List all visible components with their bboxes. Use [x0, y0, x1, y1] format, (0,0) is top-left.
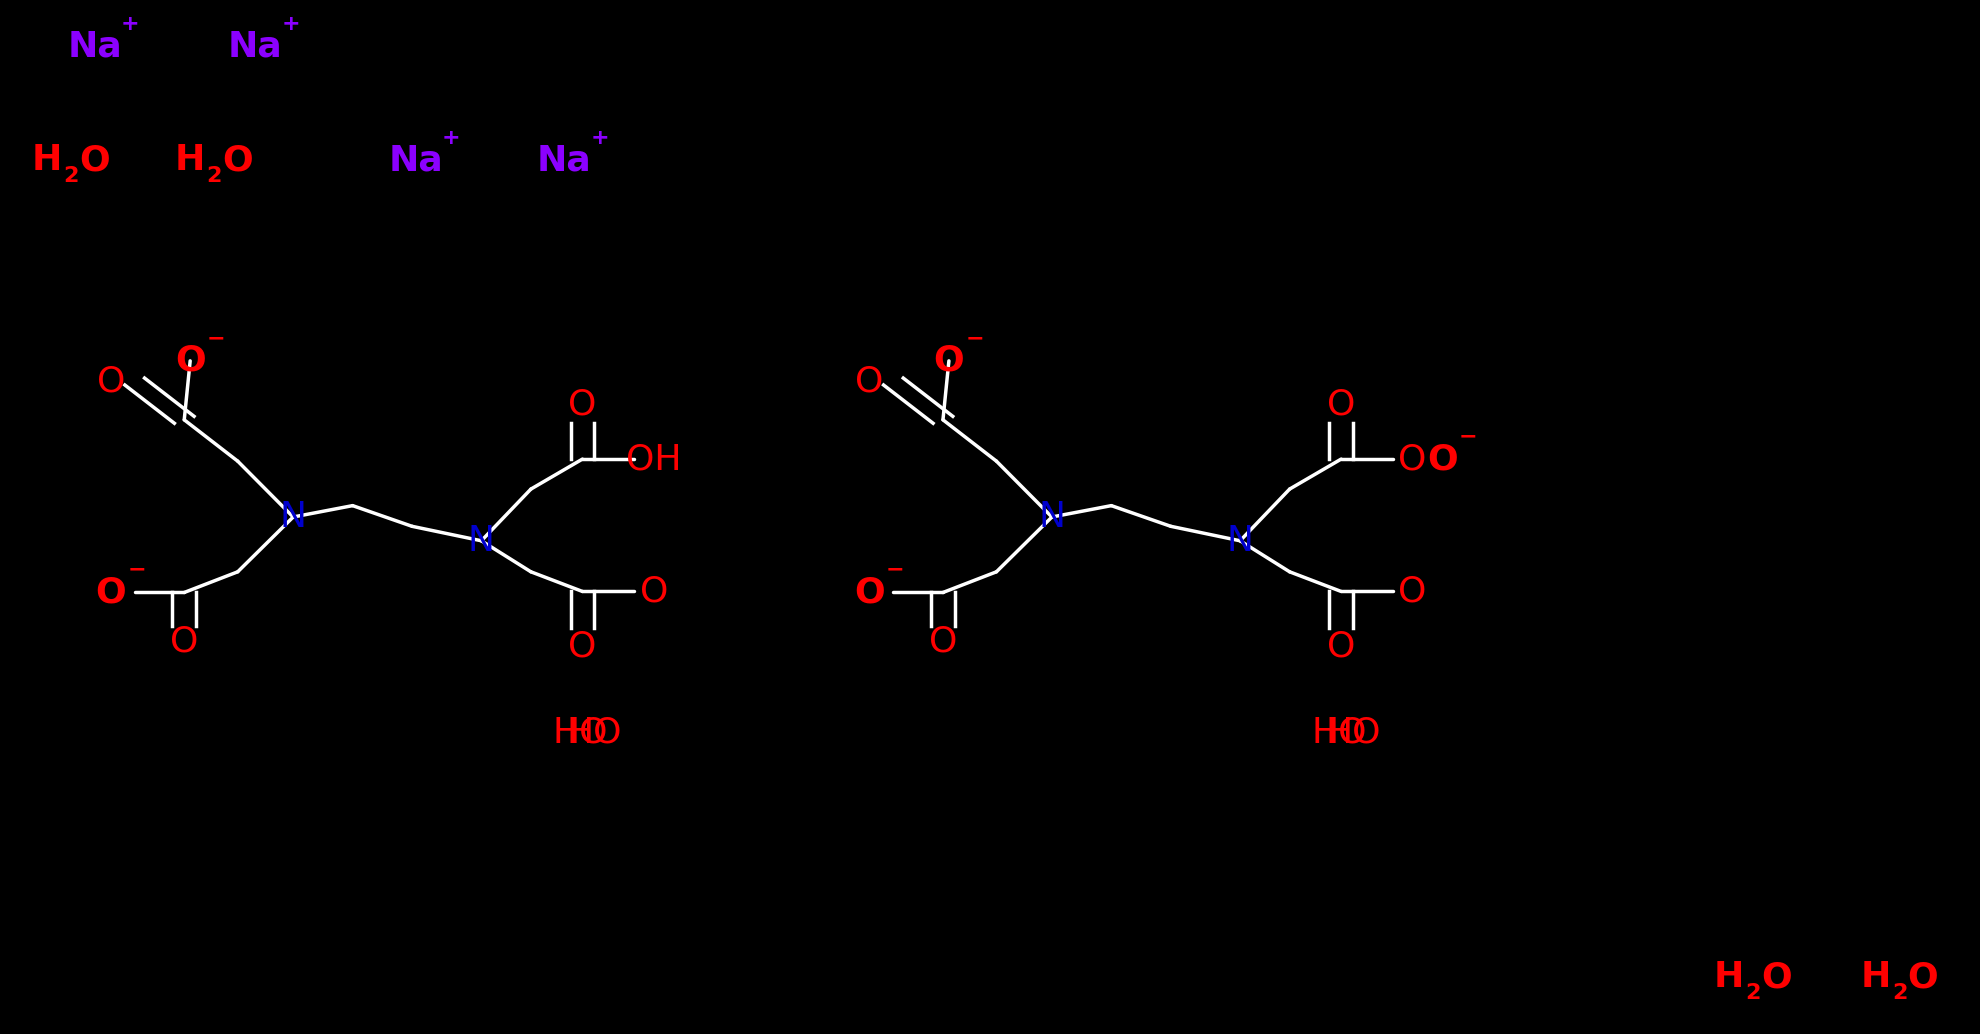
Text: −: −: [206, 328, 226, 348]
Text: O: O: [222, 144, 253, 177]
Text: O: O: [1426, 443, 1457, 476]
Text: HO: HO: [1311, 716, 1366, 749]
Text: O: O: [929, 625, 956, 658]
Text: O: O: [1907, 961, 1938, 994]
Text: OH: OH: [626, 443, 681, 476]
Text: N: N: [279, 500, 307, 534]
Text: O: O: [853, 576, 885, 609]
Text: O: O: [933, 344, 964, 377]
Text: −: −: [1457, 426, 1477, 447]
Text: +: +: [590, 127, 608, 148]
Text: N: N: [467, 524, 495, 557]
Text: H: H: [174, 144, 204, 177]
Text: O: O: [1327, 630, 1354, 663]
Text: O: O: [95, 576, 127, 609]
Text: −: −: [964, 328, 984, 348]
Text: N: N: [1226, 524, 1253, 557]
Text: O: O: [170, 625, 198, 658]
Text: Na: Na: [388, 144, 444, 177]
Text: O: O: [855, 365, 883, 398]
Text: O: O: [1398, 575, 1426, 608]
Text: +: +: [281, 13, 299, 34]
Text: −: −: [127, 559, 147, 580]
Text: Na: Na: [537, 144, 592, 177]
Text: −: −: [885, 559, 905, 580]
Text: H: H: [1713, 961, 1742, 994]
Text: O: O: [174, 344, 206, 377]
Text: N: N: [1038, 500, 1065, 534]
Text: +: +: [121, 13, 139, 34]
Text: HO: HO: [566, 716, 622, 749]
Text: Na: Na: [228, 30, 283, 63]
Text: O: O: [79, 144, 111, 177]
Text: Na: Na: [67, 30, 123, 63]
Text: H: H: [1859, 961, 1889, 994]
Text: HO: HO: [1325, 716, 1380, 749]
Text: +: +: [442, 127, 459, 148]
Text: 2: 2: [1744, 982, 1760, 1003]
Text: O: O: [97, 365, 125, 398]
Text: HO: HO: [552, 716, 608, 749]
Text: O: O: [1760, 961, 1792, 994]
Text: 2: 2: [1891, 982, 1907, 1003]
Text: O: O: [1327, 388, 1354, 421]
Text: O: O: [640, 575, 667, 608]
Text: O: O: [568, 388, 596, 421]
Text: O: O: [1398, 443, 1426, 476]
Text: 2: 2: [206, 165, 222, 186]
Text: O: O: [568, 630, 596, 663]
Text: 2: 2: [63, 165, 79, 186]
Text: H: H: [32, 144, 61, 177]
